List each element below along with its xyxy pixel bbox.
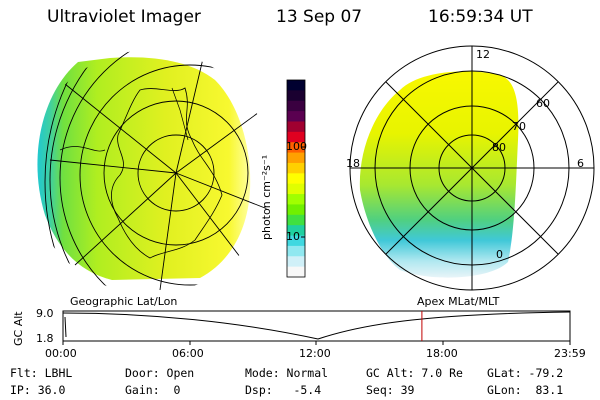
info-glon: GLon: 83.1: [487, 383, 564, 397]
colorbar-swatch: [287, 131, 305, 143]
info-dsp: Dsp: -5.4: [245, 383, 322, 397]
info-filter: Flt: LBHL: [10, 366, 73, 380]
info-mode: Mode: Normal: [245, 366, 329, 380]
lat-label-80: 80: [492, 141, 506, 154]
colorbar-swatch: [287, 152, 305, 164]
colorbar-swatch: [287, 162, 305, 174]
apex-coord-label: Apex MLat/MLT: [417, 295, 500, 308]
lat-label-70: 70: [512, 120, 526, 133]
colorbar-swatch: [287, 214, 305, 226]
colorbar-swatch: [287, 111, 305, 123]
geographic-image: [37, 50, 272, 294]
time-tick-2: 12:00: [299, 347, 331, 360]
time-tick-3: 18:00: [426, 347, 458, 360]
colorbar-swatch: [287, 121, 305, 133]
y-bottom-label: 1.8: [36, 332, 54, 345]
colorbar-swatch: [287, 225, 305, 237]
info-gc-alt: GC Alt: 7.0 Re: [366, 366, 463, 380]
colorbar-tick-10: 10: [286, 230, 300, 243]
colorbar-swatch: [287, 90, 305, 102]
info-ip: IP: 36.0: [10, 383, 66, 397]
colorbar-swatch: [287, 256, 305, 268]
y-top-label: 9.0: [36, 307, 54, 320]
colorbar-swatch: [287, 142, 305, 154]
timeline-plot: [62, 310, 571, 345]
colorbar-swatch: [287, 235, 305, 247]
info-gain: Gain: 0: [125, 383, 181, 397]
colorbar: [286, 79, 306, 278]
info-door: Door: Open: [125, 366, 195, 380]
colorbar-swatch: [287, 245, 305, 257]
colorbar-swatch: [287, 266, 305, 278]
mlt-label-6: 6: [577, 157, 584, 170]
colorbar-swatch: [287, 183, 305, 195]
colorbar-frame: [286, 79, 306, 278]
time-tick-0: 00:00: [45, 347, 77, 360]
info-glat: GLat: -79.2: [487, 366, 564, 380]
time-tick-1: 06:00: [172, 347, 204, 360]
gc-alt-axis-label: GC Alt: [12, 311, 25, 346]
lat-label-60: 60: [536, 97, 550, 110]
time-label: 16:59:34 UT: [428, 7, 533, 27]
colorbar-swatch: [287, 204, 305, 216]
colorbar-swatch: [287, 100, 305, 112]
polar-image: [349, 45, 595, 291]
colorbar-swatch: [287, 173, 305, 185]
info-seq: Seq: 39: [366, 383, 415, 397]
colorbar-unit-label: photon cm⁻²s⁻¹: [260, 154, 273, 240]
instrument-title: Ultraviolet Imager: [47, 7, 201, 27]
mlt-label-18: 18: [346, 157, 360, 170]
mlt-label-0: 0: [496, 248, 503, 261]
mlt-label-12: 12: [476, 48, 490, 61]
colorbar-swatch: [287, 80, 305, 91]
geo-coord-label: Geographic Lat/Lon: [70, 295, 178, 308]
colorbar-tick-100: 100: [286, 140, 307, 153]
colorbar-swatch: [287, 194, 305, 206]
time-tick-4: 23:59: [554, 347, 586, 360]
date-label: 13 Sep 07: [276, 7, 363, 27]
